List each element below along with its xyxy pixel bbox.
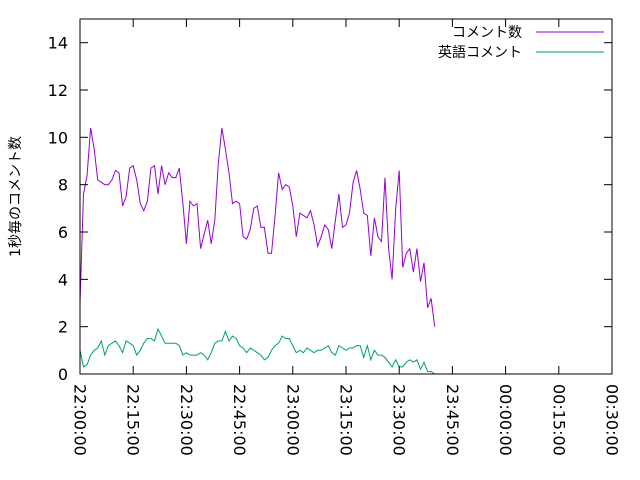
legend-label: コメント数 xyxy=(452,25,522,41)
y-tick-label: 8 xyxy=(58,176,68,195)
y-axis: 0 2 4 6 8 10 12 14 xyxy=(48,34,612,384)
x-tick-label: 22:45:00 xyxy=(230,384,249,456)
x-tick-label: 00:15:00 xyxy=(549,384,568,456)
series-line-1 xyxy=(79,127,436,327)
y-tick-label: 2 xyxy=(58,318,68,337)
y-tick-label: 4 xyxy=(58,270,68,289)
x-tick-label: 00:30:00 xyxy=(603,384,622,456)
y-tick-label: 6 xyxy=(58,223,68,242)
series-line-2 xyxy=(79,327,435,375)
x-tick-label: 22:30:00 xyxy=(177,384,196,456)
y-tick-label: 12 xyxy=(48,81,68,100)
y-tick-label: 0 xyxy=(58,365,68,384)
legend-label: 英語コメント xyxy=(438,44,522,61)
x-tick-label: 23:30:00 xyxy=(390,384,409,456)
y-axis-title: 1秒毎のコメント数 xyxy=(8,136,24,257)
plot-frame xyxy=(79,18,613,375)
x-tick-label: 00:00:00 xyxy=(496,384,515,456)
x-axis: 22:00:00 22:15:00 22:30:00 22:45:00 23:00:00… xyxy=(71,19,622,456)
y-tick-label: 14 xyxy=(48,34,68,53)
series-layer xyxy=(79,127,436,375)
x-tick-label: 23:45:00 xyxy=(443,384,462,456)
x-tick-label: 22:15:00 xyxy=(124,384,143,456)
x-tick-label: 22:00:00 xyxy=(71,384,90,456)
x-tick-label: 23:15:00 xyxy=(337,384,356,456)
x-tick-label: 23:00:00 xyxy=(283,384,302,456)
y-tick-label: 10 xyxy=(48,128,68,147)
